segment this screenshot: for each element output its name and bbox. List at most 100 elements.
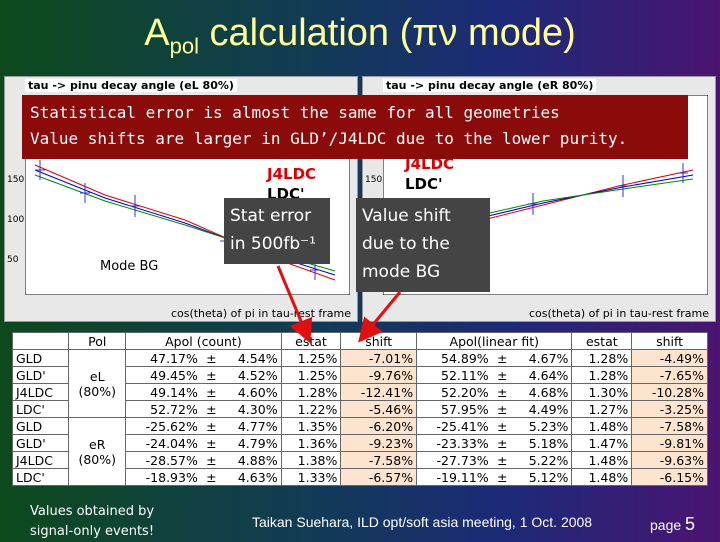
value-cell: 1.38% [280, 451, 342, 469]
value-cell: 49.45% [125, 366, 201, 384]
x-axis-label: cos(theta) of pi in tau-rest frame [170, 307, 351, 320]
value-cell: -9.23% [340, 434, 418, 452]
callout: Statistical error is almost the same for… [22, 95, 688, 159]
table-row: GLD' 49.45% ±4.52% 1.25% -9.76% 52.11% ±4.64% 1… [11, 366, 708, 384]
plot-title: tau -> pinu decay angle (eR 80%) [383, 79, 597, 92]
geometry-cell: GLD [11, 349, 70, 367]
value-cell: -9.63% [631, 451, 708, 469]
value-cell: 1.36% [280, 434, 342, 452]
value-cell: ± [491, 383, 513, 401]
value-cell: 4.88% [221, 451, 282, 469]
value-cell: 4.64% [512, 366, 573, 384]
value-cell: 52.20% [416, 383, 492, 401]
value-cell: -24.04% [125, 434, 201, 452]
value-cell: -9.81% [631, 434, 708, 452]
page-number: page 5 [650, 514, 695, 535]
value-cell: 57.95% [416, 400, 492, 418]
header-cell: Apol (count) [125, 332, 282, 350]
value-cell: ± [200, 417, 222, 435]
value-cell: ± [200, 400, 222, 418]
value-cell: -7.65% [631, 366, 708, 384]
y-tick: 50 [7, 255, 19, 265]
value-cell: 5.23% [512, 417, 573, 435]
value-cell: -6.57% [340, 468, 418, 486]
value-cell: -12.41% [340, 383, 418, 401]
value-cell: 49.14% [125, 383, 201, 401]
value-cell: 1.48% [571, 468, 633, 486]
value-cell: 1.35% [280, 417, 342, 435]
value-cell: 4.30% [221, 400, 282, 418]
pol-line: eR [89, 436, 106, 452]
note-line: signal-only events! [30, 524, 155, 539]
value-cell: 1.48% [571, 417, 633, 435]
value-cell: 5.18% [512, 434, 573, 452]
table-row: GLD eL (80%) 47.17% ±4.54% 1.25% -7.01% 54.89% ±… [11, 349, 708, 418]
value-cell: 54.89% [416, 349, 492, 367]
value-cell: ± [200, 451, 222, 469]
page-word: page [650, 517, 682, 533]
geometry-cell: LDC' [11, 400, 70, 418]
value-cell: 1.47% [571, 434, 633, 452]
value-cell: 1.27% [571, 400, 633, 418]
value-cell: ± [200, 383, 222, 401]
pol-cell: eR (80%) [68, 417, 127, 486]
geometry-tag: LDC' [405, 175, 443, 193]
value-cell: -4.49% [631, 349, 708, 367]
pol-line: (80%) [78, 451, 117, 467]
header-cell: Pol [68, 332, 127, 350]
value-cell: ± [491, 400, 513, 418]
value-cell: -7.58% [631, 417, 708, 435]
page-num: 5 [685, 514, 696, 534]
footnote: Values obtained by signal-only events! [30, 502, 154, 542]
pol-line: (80%) [78, 383, 117, 399]
plot-title: tau -> pinu decay angle (eL 80%) [25, 79, 237, 92]
value-cell: 52.11% [416, 366, 492, 384]
value-cell: 1.25% [280, 366, 342, 384]
y-tick: 150 [7, 175, 25, 185]
geometry-cell: GLD [11, 417, 70, 435]
value-cell: 4.79% [221, 434, 282, 452]
pol-cell: eL (80%) [68, 349, 127, 418]
title-sub: pol [169, 33, 199, 59]
callout-line: Value shifts are larger in GLD’/J4LDC du… [30, 129, 628, 148]
value-cell: ± [200, 349, 222, 367]
header-row: Pol Apol (count) estat shift Apol(linear fit… [11, 332, 708, 350]
slide-title: Apol calculation (πν mode) [0, 12, 720, 60]
y-tick: 100 [7, 215, 25, 225]
credit: Taikan Suehara, ILD opt/soft asia meetin… [252, 514, 593, 530]
value-cell: 4.54% [221, 349, 282, 367]
value-cell: -3.25% [631, 400, 708, 418]
value-cell: 52.72% [125, 400, 201, 418]
geometry-cell: GLD' [11, 434, 70, 452]
value-cell: ± [200, 434, 222, 452]
value-cell: 1.25% [280, 349, 342, 367]
callout-line: Statistical error is almost the same for… [30, 103, 560, 122]
value-cell: 1.28% [571, 349, 633, 367]
value-cell: 4.68% [512, 383, 573, 401]
table-row: J4LDC 49.14% ±4.60% 1.28% -12.41% 52.20% ±4.68… [11, 383, 708, 401]
value-cell: -23.33% [416, 434, 492, 452]
label-line: Stat error [230, 206, 312, 226]
title-main: A [144, 12, 170, 54]
value-cell: ± [491, 434, 513, 452]
value-cell: 1.28% [571, 366, 633, 384]
value-cell: -18.93% [125, 468, 201, 486]
value-cell: -7.58% [340, 451, 418, 469]
value-cell: -25.62% [125, 417, 201, 435]
value-cell: -5.46% [340, 400, 418, 418]
geometry-cell: LDC' [11, 468, 70, 486]
y-tick: 150 [365, 175, 383, 185]
legend: Mode BG [97, 259, 162, 274]
header-cell: estat [280, 332, 342, 350]
value-cell: 1.33% [280, 468, 342, 486]
value-cell: -6.15% [631, 468, 708, 486]
header-cell: Apol(linear fit) [416, 332, 573, 350]
stat-label: Stat error in 500fb⁻¹ [224, 198, 330, 264]
value-cell: -28.57% [125, 451, 201, 469]
value-cell: ± [491, 417, 513, 435]
note-line: Values obtained by [30, 504, 155, 519]
header-cell: shift [340, 332, 418, 350]
label-line: due to the [362, 234, 450, 254]
pol-line: eL [89, 368, 105, 384]
